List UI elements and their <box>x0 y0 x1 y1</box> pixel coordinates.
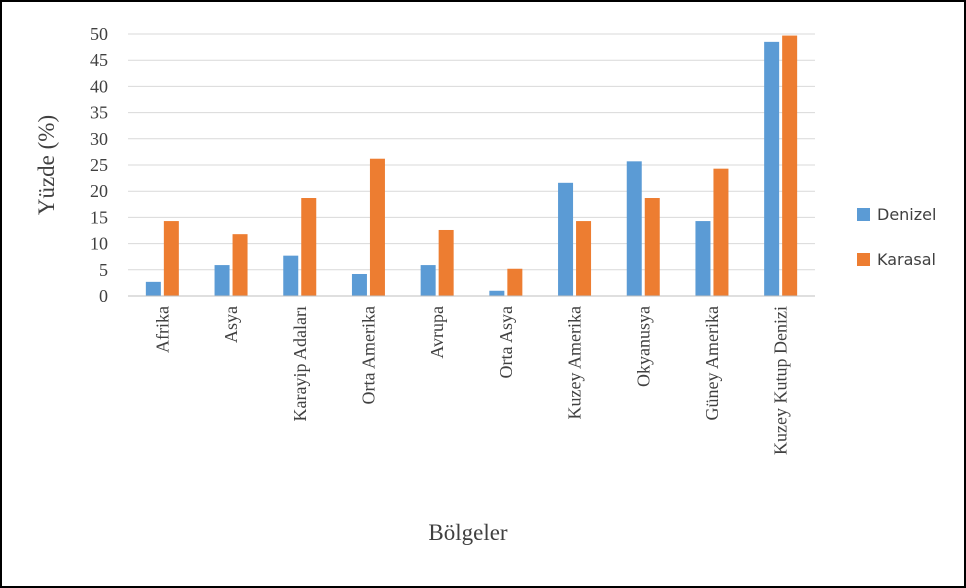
y-tick-label: 50 <box>90 24 108 44</box>
y-tick-label: 10 <box>90 234 108 254</box>
bar-karasal <box>163 221 179 296</box>
gridlines <box>128 33 815 271</box>
x-tick-label: Kuzey Amerika <box>565 306 585 419</box>
y-tick-labels: 0 5 10 15 20 25 30 35 40 45 50 <box>90 24 108 306</box>
bar-denizel <box>626 161 642 296</box>
x-tick-label: Okyanusya <box>633 306 653 387</box>
legend-swatch-karasal <box>857 253 870 266</box>
bar-karasal <box>782 35 798 297</box>
x-tick-label: Orta Amerika <box>358 306 378 404</box>
y-tick-label: 25 <box>90 155 108 175</box>
legend-label-denizel: Denizel <box>877 205 936 224</box>
bars <box>145 35 798 297</box>
bar-karasal <box>232 234 248 296</box>
x-tick-label: Kuzey Kutup Denizi <box>771 306 791 455</box>
bar-denizel <box>351 273 367 296</box>
x-axis-title: Bölgeler <box>428 520 508 545</box>
y-tick-label: 0 <box>99 286 108 306</box>
y-tick-label: 45 <box>90 50 108 70</box>
bar-karasal <box>713 168 729 296</box>
y-tick-label: 40 <box>90 76 108 96</box>
bar-karasal <box>507 268 523 296</box>
bar-denizel <box>489 290 505 296</box>
x-tick-label: Güney Amerika <box>702 306 722 420</box>
y-tick-label: 5 <box>99 260 108 280</box>
bar-denizel <box>695 221 711 296</box>
x-tick-label: Afrika <box>152 306 172 353</box>
bar-karasal <box>301 198 317 296</box>
legend-label-karasal: Karasal <box>877 250 936 269</box>
legend: Denizel Karasal <box>857 205 936 269</box>
bar-denizel <box>145 281 161 296</box>
bar-denizel <box>558 182 574 296</box>
y-tick-label: 20 <box>90 181 108 201</box>
x-tick-label: Orta Asya <box>496 306 516 378</box>
bar-karasal <box>644 198 660 296</box>
y-tick-label: 15 <box>90 207 108 227</box>
x-tick-label: Karayip Adaları <box>290 306 310 421</box>
y-tick-label: 35 <box>90 103 108 123</box>
y-tick-label: 30 <box>90 129 108 149</box>
bar-denizel <box>420 265 436 296</box>
x-tick-label: Avrupa <box>427 306 447 359</box>
x-tick-label: Asya <box>221 306 241 343</box>
bar-denizel <box>764 41 780 296</box>
x-tick-labels: Afrika Asya Karayip Adaları Orta Amerika Avr… <box>152 306 790 455</box>
bar-denizel <box>283 255 299 296</box>
bar-karasal <box>438 229 454 296</box>
bar-denizel <box>214 265 230 296</box>
legend-swatch-denizel <box>857 208 870 221</box>
bar-karasal <box>576 221 592 296</box>
bar-karasal <box>369 158 385 296</box>
y-axis-title: Yüzde (%) <box>34 115 59 215</box>
